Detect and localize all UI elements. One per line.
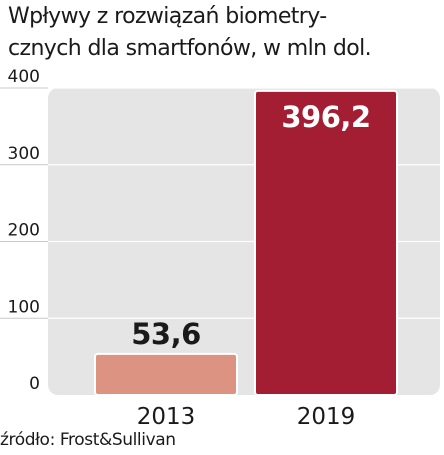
y-tick-label: 200 (8, 221, 40, 241)
chart-title-line-2: cznych dla smartfonów, w mln dol. (8, 36, 372, 61)
chart-title-line-1: Wpływy z rozwiązań biometry- (8, 4, 327, 29)
y-tick-label: 400 (8, 67, 40, 87)
bar (94, 352, 238, 396)
x-tick-label: 2019 (297, 404, 356, 430)
y-tick-label: 300 (8, 144, 40, 164)
data-label: 396,2 (281, 100, 370, 134)
source-note: źródło: Frost&Sullivan (0, 430, 176, 450)
y-tick-label: 100 (8, 297, 40, 317)
x-tick-label: 2013 (137, 404, 196, 430)
y-tick-label: 0 (29, 374, 40, 394)
bar (254, 89, 398, 396)
data-label: 53,6 (131, 317, 201, 351)
